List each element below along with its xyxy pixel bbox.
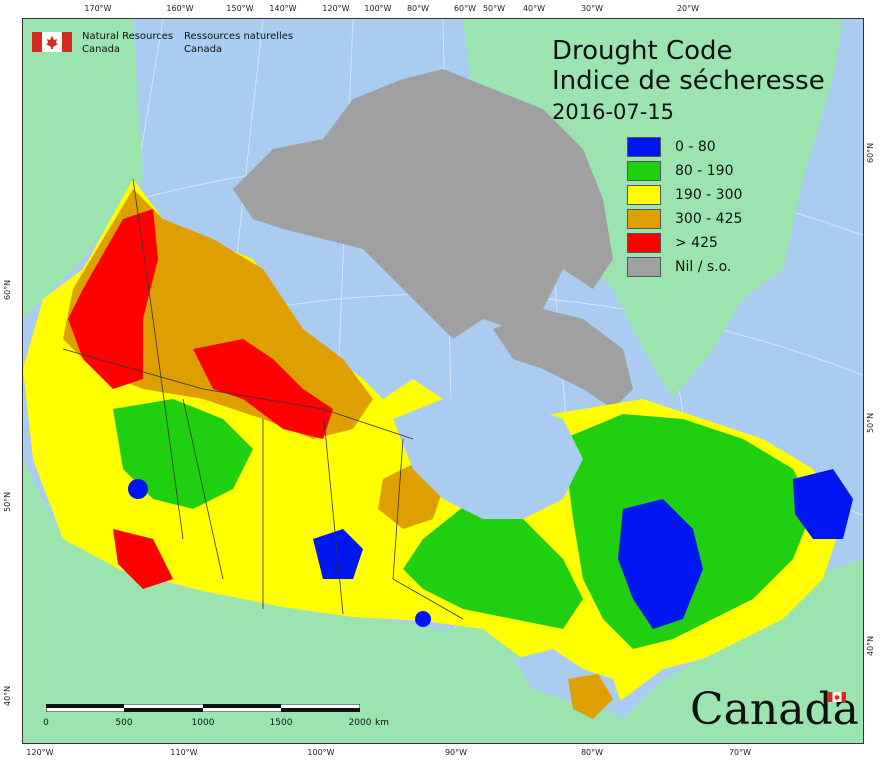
map-date: 2016-07-15 xyxy=(552,100,675,124)
agency-en-line1: Natural Resources xyxy=(82,31,174,42)
tick-bottom-110w: 110°W xyxy=(170,748,198,757)
tick-top-40w: 40°W xyxy=(522,4,546,13)
zone-0-80-manitoba xyxy=(313,529,363,579)
tick-top-20w: 20°W xyxy=(676,4,700,13)
tick-bottom-70w: 70°W xyxy=(728,748,752,757)
tick-top-120w: 120°W xyxy=(322,4,350,13)
tick-right-60n: 60°N xyxy=(866,142,875,163)
zone-over-425-northwest xyxy=(68,209,158,389)
legend-swatch xyxy=(627,185,661,205)
scale-label-500: 500 xyxy=(115,718,133,728)
tick-bottom-100w: 100°W xyxy=(307,748,335,757)
legend-item: 300 - 425 xyxy=(627,207,742,231)
legend-item: Nil / s.o. xyxy=(627,255,742,279)
zone-over-425-south xyxy=(113,529,173,589)
legend-item: > 425 xyxy=(627,231,742,255)
tick-top-50w: 50°W xyxy=(482,4,506,13)
map-title-block: Drought Code Indice de sécheresse 2016-0… xyxy=(552,36,825,126)
tick-top-60w: 60°W xyxy=(453,4,477,13)
legend-swatch xyxy=(627,209,661,229)
legend-label: 0 - 80 xyxy=(675,139,716,155)
tick-bottom-80w: 80°W xyxy=(580,748,604,757)
tick-left-50n: 50°N xyxy=(3,491,12,512)
tick-right-40n: 40°N xyxy=(866,635,875,656)
legend-label: 80 - 190 xyxy=(675,163,734,179)
tick-top-160w: 160°W xyxy=(166,4,194,13)
tick-left-60n: 60°N xyxy=(3,279,12,300)
agency-fr-line2: Canada xyxy=(184,44,223,55)
tick-top-140w: 140°W xyxy=(269,4,297,13)
scale-unit: km xyxy=(375,718,389,728)
baffin-island xyxy=(493,309,633,409)
zone-over-425-central xyxy=(193,339,333,439)
zone-80-190-ontario xyxy=(403,499,583,629)
scale-label-1000: 1000 xyxy=(191,718,215,728)
legend: 0 - 80 80 - 190 190 - 300 300 - 425 > 42… xyxy=(627,135,742,279)
tick-top-30w: 30°W xyxy=(580,4,604,13)
legend-swatch xyxy=(627,161,661,181)
legend-swatch xyxy=(627,257,661,277)
legend-label: > 425 xyxy=(675,235,718,251)
tick-top-170w: 170°W xyxy=(84,4,112,13)
agency-fr-line1: Ressources naturelles xyxy=(184,31,294,42)
drought-code-map xyxy=(23,19,863,743)
legend-swatch xyxy=(627,233,661,253)
zone-0-80-labrador xyxy=(793,469,853,539)
scale-label-1500: 1500 xyxy=(269,718,293,728)
arctic-archipelago xyxy=(233,69,613,339)
tick-bottom-120w: 120°W xyxy=(26,748,54,757)
agency-name-en: Natural Resources Canada xyxy=(82,30,192,56)
scale-bar-graphic xyxy=(46,704,360,712)
agency-en-line2: Canada xyxy=(82,44,121,55)
legend-item: 190 - 300 xyxy=(627,183,742,207)
province-borders xyxy=(62,178,464,620)
legend-swatch xyxy=(627,137,661,157)
legend-item: 80 - 190 xyxy=(627,159,742,183)
map-frame xyxy=(22,18,864,744)
hudson-bay xyxy=(393,399,583,519)
map-title-fr: Indice de sécheresse xyxy=(552,66,825,96)
legend-label: 300 - 425 xyxy=(675,211,743,227)
map-title-en: Drought Code xyxy=(552,36,733,66)
alaska-landmass xyxy=(23,19,143,319)
agency-name-fr: Ressources naturelles Canada xyxy=(184,30,314,56)
zone-0-80-quebec xyxy=(618,499,703,629)
tick-top-150w: 150°W xyxy=(226,4,254,13)
zone-0-80-bc xyxy=(128,479,148,499)
tick-right-50n: 50°N xyxy=(866,412,875,433)
scale-label-0: 0 xyxy=(43,718,49,728)
canada-flag-icon xyxy=(32,32,72,52)
zone-80-190-west xyxy=(113,399,253,509)
zone-0-80-ontario xyxy=(415,611,431,627)
legend-item: 0 - 80 xyxy=(627,135,742,159)
tick-left-40n: 40°N xyxy=(3,685,12,706)
tick-top-80w: 80°W xyxy=(406,4,430,13)
tick-bottom-90w: 90°W xyxy=(444,748,468,757)
legend-label: Nil / s.o. xyxy=(675,259,732,275)
usa-landmass xyxy=(23,459,863,743)
scale-label-2000: 2000 xyxy=(348,718,372,728)
tick-top-100w: 100°W xyxy=(364,4,392,13)
zone-300-425-ontario xyxy=(568,674,613,719)
wordmark-flag-icon xyxy=(828,692,846,702)
legend-label: 190 - 300 xyxy=(675,187,743,203)
